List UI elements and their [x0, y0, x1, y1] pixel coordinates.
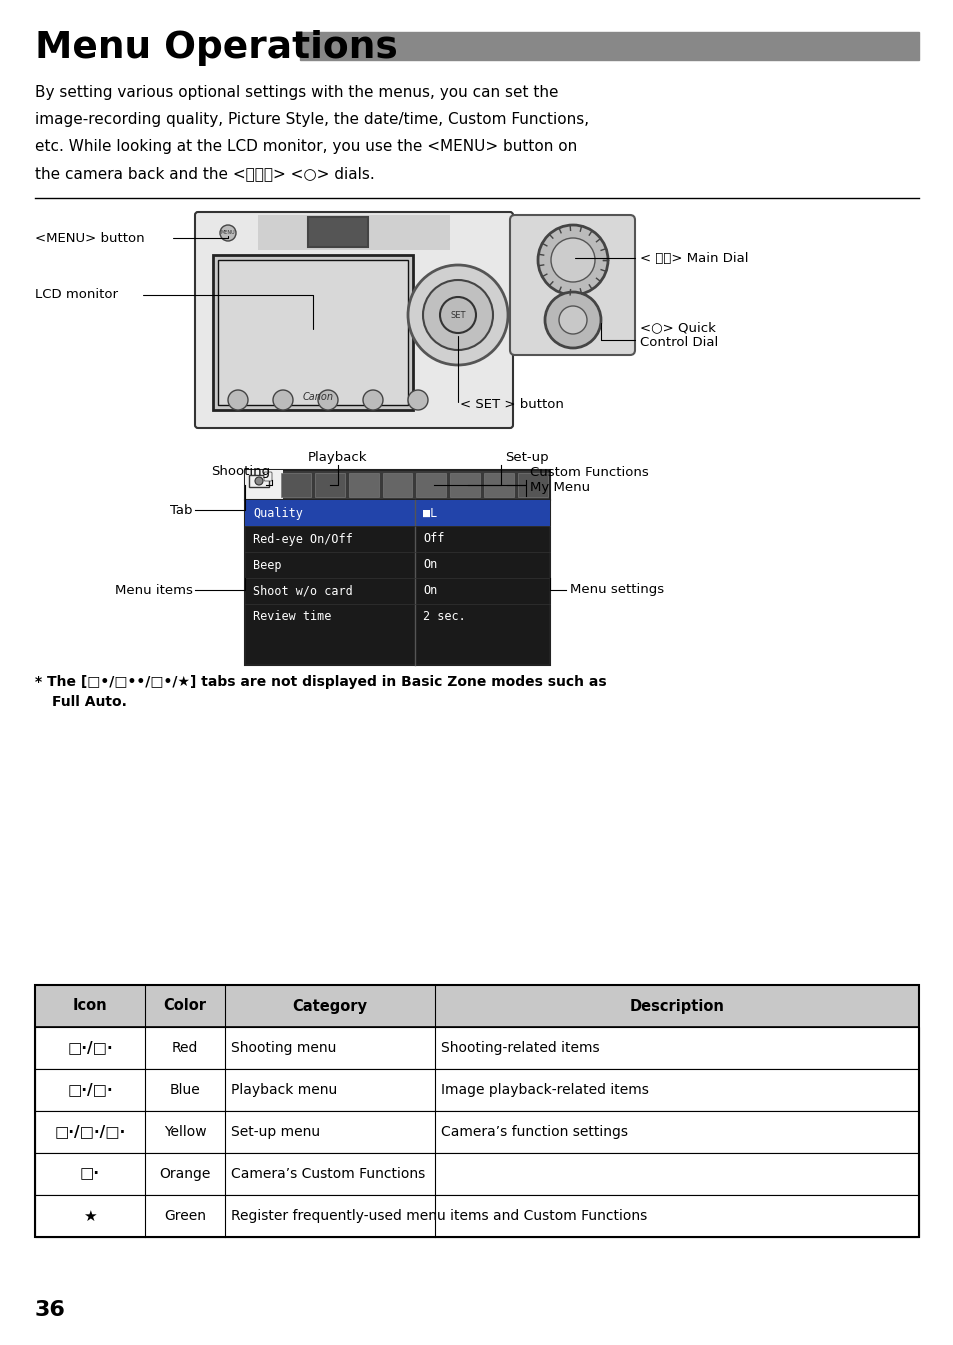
Circle shape	[408, 390, 428, 410]
Text: Category: Category	[293, 998, 367, 1014]
Bar	[416, 473, 446, 498]
Bar	[245, 500, 415, 526]
FancyBboxPatch shape	[510, 215, 635, 355]
Text: Register frequently-used menu items and Custom Functions: Register frequently-used menu items and …	[231, 1209, 646, 1223]
Bar	[245, 500, 550, 664]
Bar	[299, 32, 918, 61]
Bar	[415, 500, 550, 526]
Bar	[35, 1028, 918, 1069]
Circle shape	[558, 307, 586, 334]
Text: Custom Functions: Custom Functions	[530, 465, 648, 479]
Text: MENU: MENU	[220, 230, 235, 235]
Circle shape	[422, 280, 493, 350]
Text: 36: 36	[35, 1301, 66, 1319]
Bar	[213, 256, 413, 410]
Text: etc. While looking at the LCD monitor, you use the <MENU> button on: etc. While looking at the LCD monitor, y…	[35, 139, 577, 153]
Text: Camera’s Custom Functions: Camera’s Custom Functions	[231, 1167, 425, 1181]
Text: By setting various optional settings with the menus, you can set the: By setting various optional settings wit…	[35, 85, 558, 100]
Text: 2 sec.: 2 sec.	[422, 611, 465, 624]
Text: <○> Quick
Control Dial: <○> Quick Control Dial	[639, 321, 718, 348]
Text: Camera’s function settings: Camera’s function settings	[440, 1124, 627, 1139]
Text: Shooting: Shooting	[211, 465, 270, 479]
Text: SET: SET	[450, 311, 465, 320]
Bar	[218, 260, 408, 405]
Bar	[35, 1111, 918, 1153]
Bar	[348, 473, 378, 498]
Text: Full Auto.: Full Auto.	[52, 695, 127, 709]
Text: image-recording quality, Picture Style, the date/time, Custom Functions,: image-recording quality, Picture Style, …	[35, 112, 589, 126]
Circle shape	[273, 390, 293, 410]
Text: < SET > button: < SET > button	[459, 398, 563, 412]
Text: Shoot w/o card: Shoot w/o card	[253, 585, 353, 597]
Bar	[308, 217, 368, 247]
Circle shape	[254, 477, 263, 486]
Bar	[314, 473, 344, 498]
Text: Menu settings: Menu settings	[569, 584, 663, 596]
Text: Image playback-related items: Image playback-related items	[440, 1083, 648, 1098]
Text: Red-eye On/Off: Red-eye On/Off	[253, 533, 353, 546]
Text: Blue: Blue	[170, 1083, 200, 1098]
Text: Green: Green	[164, 1209, 206, 1223]
Text: On: On	[422, 558, 436, 572]
Text: * The [□•/□••/□•/★] tabs are not displayed in Basic Zone modes such as: * The [□•/□••/□•/★] tabs are not display…	[35, 675, 606, 689]
Text: Orange: Orange	[159, 1167, 211, 1181]
Text: Set-up menu: Set-up menu	[231, 1124, 320, 1139]
Text: Set-up: Set-up	[504, 451, 548, 464]
Circle shape	[439, 297, 476, 334]
FancyBboxPatch shape	[194, 213, 513, 428]
Text: Description: Description	[629, 998, 723, 1014]
Circle shape	[408, 265, 507, 364]
Circle shape	[363, 390, 382, 410]
Bar	[35, 985, 918, 1028]
Text: □·: □·	[80, 1166, 100, 1181]
Text: Canon: Canon	[302, 391, 334, 402]
Bar	[484, 473, 514, 498]
Text: Beep: Beep	[253, 558, 281, 572]
Bar	[257, 215, 450, 250]
Text: My Menu: My Menu	[530, 482, 590, 495]
Text: ★: ★	[83, 1209, 96, 1224]
Text: □·/□·: □·/□·	[67, 1083, 112, 1098]
Bar	[35, 1194, 918, 1237]
Circle shape	[551, 238, 595, 282]
Text: LCD monitor: LCD monitor	[35, 288, 118, 301]
Bar	[35, 1153, 918, 1194]
Text: □·/□·/□·: □·/□·/□·	[54, 1124, 126, 1139]
Text: Color: Color	[163, 998, 206, 1014]
Text: Shooting menu: Shooting menu	[231, 1041, 336, 1054]
Bar	[35, 1069, 918, 1111]
Text: < ⌛⌛> Main Dial: < ⌛⌛> Main Dial	[639, 252, 748, 265]
Text: Playback: Playback	[308, 451, 367, 464]
Text: Review time: Review time	[253, 611, 331, 624]
Bar	[280, 473, 311, 498]
Bar	[450, 473, 479, 498]
Text: Quality: Quality	[253, 507, 302, 519]
Text: Icon: Icon	[72, 998, 107, 1014]
Text: □·/□·: □·/□·	[67, 1041, 112, 1056]
Text: Yellow: Yellow	[164, 1124, 206, 1139]
Text: Playback menu: Playback menu	[231, 1083, 337, 1098]
Circle shape	[228, 390, 248, 410]
FancyBboxPatch shape	[264, 472, 272, 482]
Circle shape	[544, 292, 600, 348]
Bar	[35, 985, 918, 1237]
Bar	[249, 475, 269, 487]
Circle shape	[537, 225, 607, 295]
Text: Shooting-related items: Shooting-related items	[440, 1041, 599, 1054]
Text: <MENU> button: <MENU> button	[35, 231, 145, 245]
Bar	[245, 469, 283, 500]
Bar	[382, 473, 412, 498]
Bar	[517, 473, 547, 498]
Text: Menu Operations: Menu Operations	[35, 30, 397, 66]
Text: Tab: Tab	[171, 503, 193, 516]
Text: On: On	[422, 585, 436, 597]
Bar	[245, 469, 550, 500]
Text: the camera back and the <⌛⌛⌛> <○> dials.: the camera back and the <⌛⌛⌛> <○> dials.	[35, 165, 375, 182]
Text: ■L: ■L	[422, 507, 436, 519]
Text: Off: Off	[422, 533, 444, 546]
Circle shape	[220, 225, 235, 241]
Text: Red: Red	[172, 1041, 198, 1054]
Circle shape	[317, 390, 337, 410]
Text: Menu items: Menu items	[115, 584, 193, 596]
